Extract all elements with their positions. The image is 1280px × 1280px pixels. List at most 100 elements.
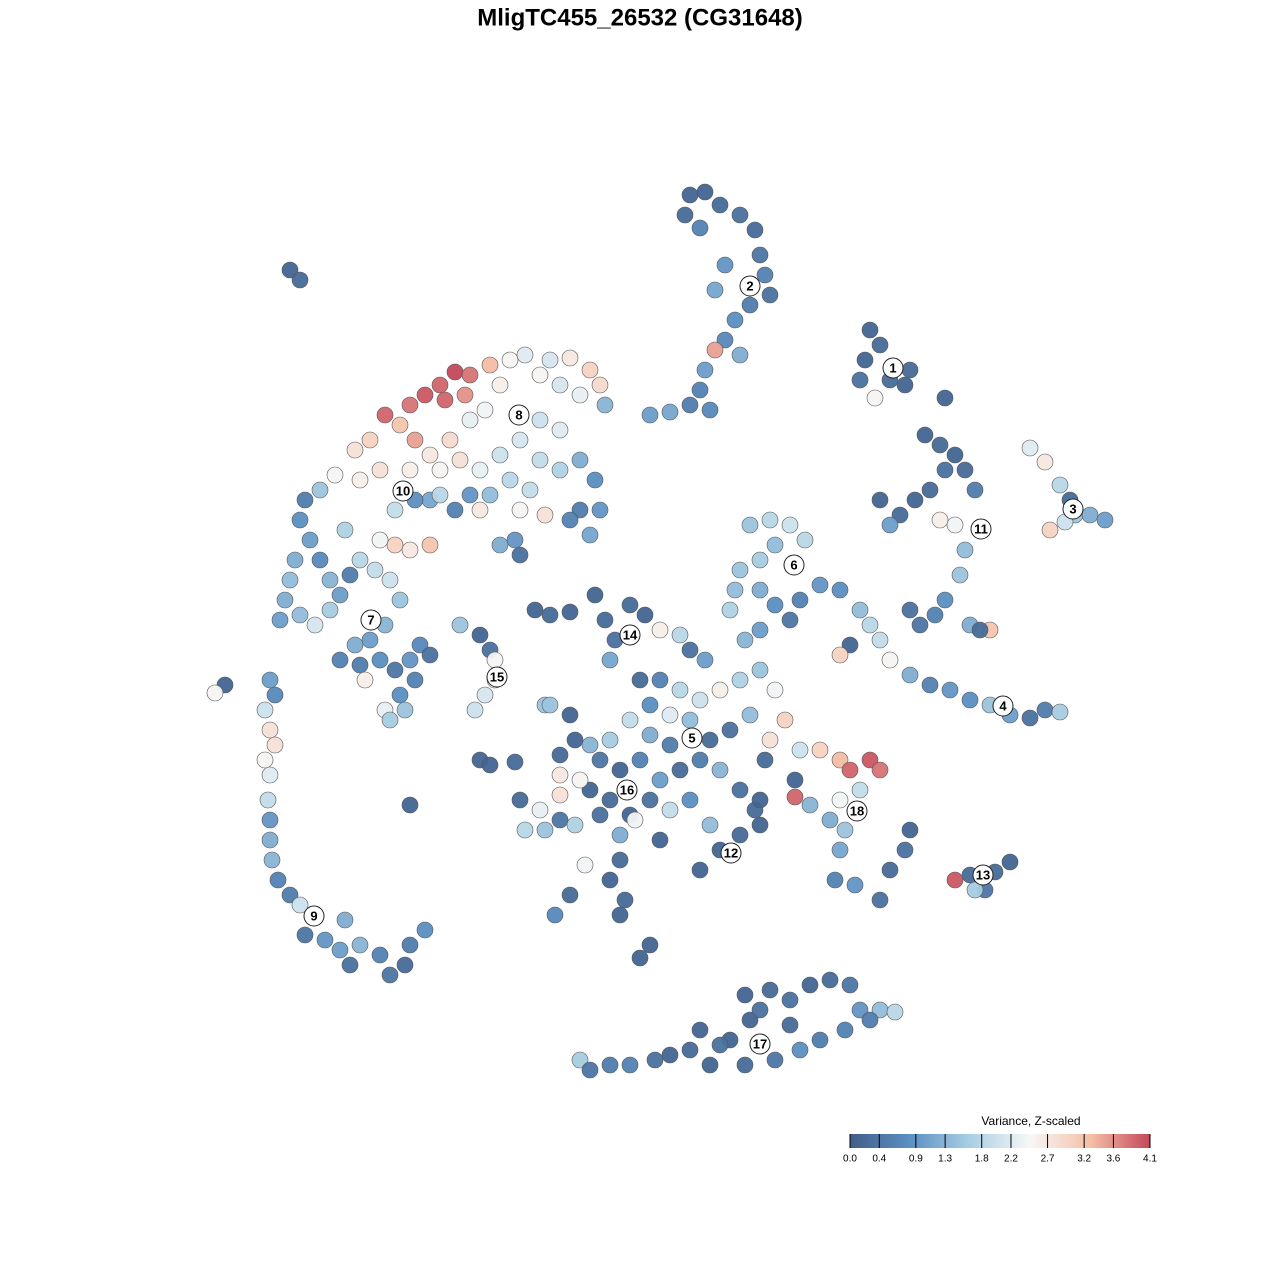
point xyxy=(661,403,679,421)
point xyxy=(1051,476,1069,494)
point xyxy=(511,546,529,564)
point xyxy=(261,831,279,849)
point xyxy=(851,1001,869,1019)
point xyxy=(406,671,424,689)
point xyxy=(591,751,609,769)
point xyxy=(266,686,284,704)
point xyxy=(296,491,314,509)
point xyxy=(546,906,564,924)
point xyxy=(711,196,729,214)
point xyxy=(681,396,699,414)
point xyxy=(551,811,569,829)
point xyxy=(446,501,464,519)
point xyxy=(956,461,974,479)
cluster-label: 15 xyxy=(490,669,504,684)
point xyxy=(966,881,984,899)
cluster-label: 1 xyxy=(889,360,896,375)
cluster-label: 3 xyxy=(1069,501,1076,516)
point xyxy=(961,691,979,709)
point xyxy=(661,706,679,724)
cluster-label: 4 xyxy=(999,698,1007,713)
point xyxy=(481,486,499,504)
point xyxy=(401,796,419,814)
point xyxy=(861,751,879,769)
point xyxy=(256,751,274,769)
point xyxy=(611,761,629,779)
point xyxy=(276,591,294,609)
cluster-badge xyxy=(392,480,414,502)
point xyxy=(931,436,949,454)
point xyxy=(541,696,559,714)
point xyxy=(396,701,414,719)
point xyxy=(561,706,579,724)
point xyxy=(491,376,509,394)
point xyxy=(346,441,364,459)
point xyxy=(381,711,399,729)
point xyxy=(281,886,299,904)
point xyxy=(386,536,404,554)
point xyxy=(1036,453,1054,471)
point xyxy=(796,531,814,549)
point xyxy=(601,1056,619,1074)
point xyxy=(311,551,329,569)
point xyxy=(906,491,924,509)
point xyxy=(366,561,384,579)
point xyxy=(536,821,554,839)
point xyxy=(881,861,899,879)
point xyxy=(361,431,379,449)
cluster-label: 16 xyxy=(620,782,634,797)
point xyxy=(281,571,299,589)
point xyxy=(263,851,281,869)
point xyxy=(641,936,659,954)
point xyxy=(466,701,484,719)
point xyxy=(621,596,639,614)
point xyxy=(701,731,719,749)
cluster-badge xyxy=(486,666,508,688)
point xyxy=(281,261,299,279)
cluster-label: 7 xyxy=(367,612,374,627)
point xyxy=(581,361,599,379)
point xyxy=(811,741,829,759)
cluster-badge xyxy=(783,554,805,576)
point xyxy=(376,406,394,424)
point xyxy=(336,911,354,929)
point xyxy=(581,526,599,544)
point xyxy=(421,646,439,664)
point xyxy=(701,1056,719,1074)
point xyxy=(831,841,849,859)
point xyxy=(691,1021,709,1039)
point xyxy=(901,361,919,379)
point xyxy=(586,471,604,489)
point xyxy=(766,596,784,614)
point xyxy=(386,661,404,679)
point xyxy=(561,349,579,367)
point xyxy=(741,1011,759,1029)
point xyxy=(941,681,959,699)
point xyxy=(711,681,729,699)
point xyxy=(601,731,619,749)
point xyxy=(761,731,779,749)
point xyxy=(566,731,584,749)
point xyxy=(731,781,749,799)
point xyxy=(691,751,709,769)
point xyxy=(351,656,369,674)
point xyxy=(266,736,284,754)
point xyxy=(681,641,699,659)
point xyxy=(321,571,339,589)
point xyxy=(946,446,964,464)
point xyxy=(701,816,719,834)
point xyxy=(676,206,694,224)
point xyxy=(731,671,749,689)
point xyxy=(901,666,919,684)
point xyxy=(621,711,639,729)
point xyxy=(731,346,749,364)
cluster-label: 11 xyxy=(974,521,988,536)
point xyxy=(566,816,584,834)
point xyxy=(886,1003,904,1021)
point xyxy=(751,661,769,679)
point xyxy=(801,976,819,994)
point xyxy=(621,1056,639,1074)
cluster-label: 12 xyxy=(724,845,738,860)
point xyxy=(706,281,724,299)
